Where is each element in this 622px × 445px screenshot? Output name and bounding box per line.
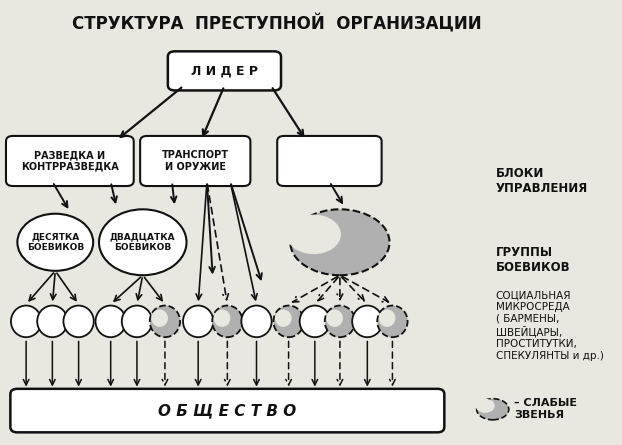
Text: СОЦИАЛЬНАЯ
МИКРОСРЕДА
( БАРМЕНЫ,
ШВЕЙЦАРЫ,
ПРОСТИТУТКИ,
СПЕКУЛЯНТЫ и др.): СОЦИАЛЬНАЯ МИКРОСРЕДА ( БАРМЕНЫ, ШВЕЙЦАР… — [496, 291, 603, 361]
Text: РАЗВЕДКА И
КОНТРРАЗВЕДКА: РАЗВЕДКА И КОНТРРАЗВЕДКА — [21, 150, 119, 172]
Ellipse shape — [274, 306, 304, 337]
Ellipse shape — [183, 306, 213, 337]
Text: БЛОКИ
УПРАВЛЕНИЯ: БЛОКИ УПРАВЛЕНИЯ — [496, 167, 588, 195]
Ellipse shape — [476, 399, 509, 420]
FancyBboxPatch shape — [168, 51, 281, 90]
Ellipse shape — [325, 306, 355, 337]
FancyBboxPatch shape — [6, 136, 134, 186]
Text: СТРУКТУРА  ПРЕСТУПНОЙ  ОРГАНИЗАЦИИ: СТРУКТУРА ПРЕСТУПНОЙ ОРГАНИЗАЦИИ — [72, 13, 481, 32]
Ellipse shape — [212, 306, 243, 337]
Ellipse shape — [241, 306, 272, 337]
Ellipse shape — [63, 306, 94, 337]
Ellipse shape — [11, 306, 41, 337]
Ellipse shape — [122, 306, 152, 337]
Text: О Б Щ Е С Т В О: О Б Щ Е С Т В О — [158, 403, 297, 418]
Ellipse shape — [378, 306, 407, 337]
Ellipse shape — [151, 310, 168, 327]
Ellipse shape — [150, 306, 180, 337]
Ellipse shape — [300, 306, 330, 337]
Text: ДЕСЯТКА
БОЕВИКОВ: ДЕСЯТКА БОЕВИКОВ — [27, 233, 84, 252]
Ellipse shape — [214, 310, 230, 327]
Ellipse shape — [352, 306, 383, 337]
Ellipse shape — [379, 310, 396, 327]
Text: ТРАНСПОРТ
И ОРУЖИЕ: ТРАНСПОРТ И ОРУЖИЕ — [162, 150, 229, 172]
Ellipse shape — [96, 306, 126, 337]
Ellipse shape — [327, 310, 343, 327]
Ellipse shape — [290, 209, 389, 275]
Text: ДВАДЦАТКА
БОЕВИКОВ: ДВАДЦАТКА БОЕВИКОВ — [110, 233, 175, 252]
Ellipse shape — [275, 310, 292, 327]
FancyBboxPatch shape — [11, 389, 444, 433]
Ellipse shape — [476, 399, 494, 413]
Circle shape — [99, 209, 187, 275]
Circle shape — [17, 214, 93, 271]
FancyBboxPatch shape — [277, 136, 382, 186]
Ellipse shape — [37, 306, 68, 337]
Text: ГРУППЫ
БОЕВИКОВ: ГРУППЫ БОЕВИКОВ — [496, 246, 570, 274]
Text: Л И Д Е Р: Л И Д Е Р — [191, 65, 258, 77]
Ellipse shape — [286, 214, 341, 254]
FancyBboxPatch shape — [140, 136, 251, 186]
Text: – СЛАБЫЕ
ЗВЕНЬЯ: – СЛАБЫЕ ЗВЕНЬЯ — [514, 398, 577, 420]
